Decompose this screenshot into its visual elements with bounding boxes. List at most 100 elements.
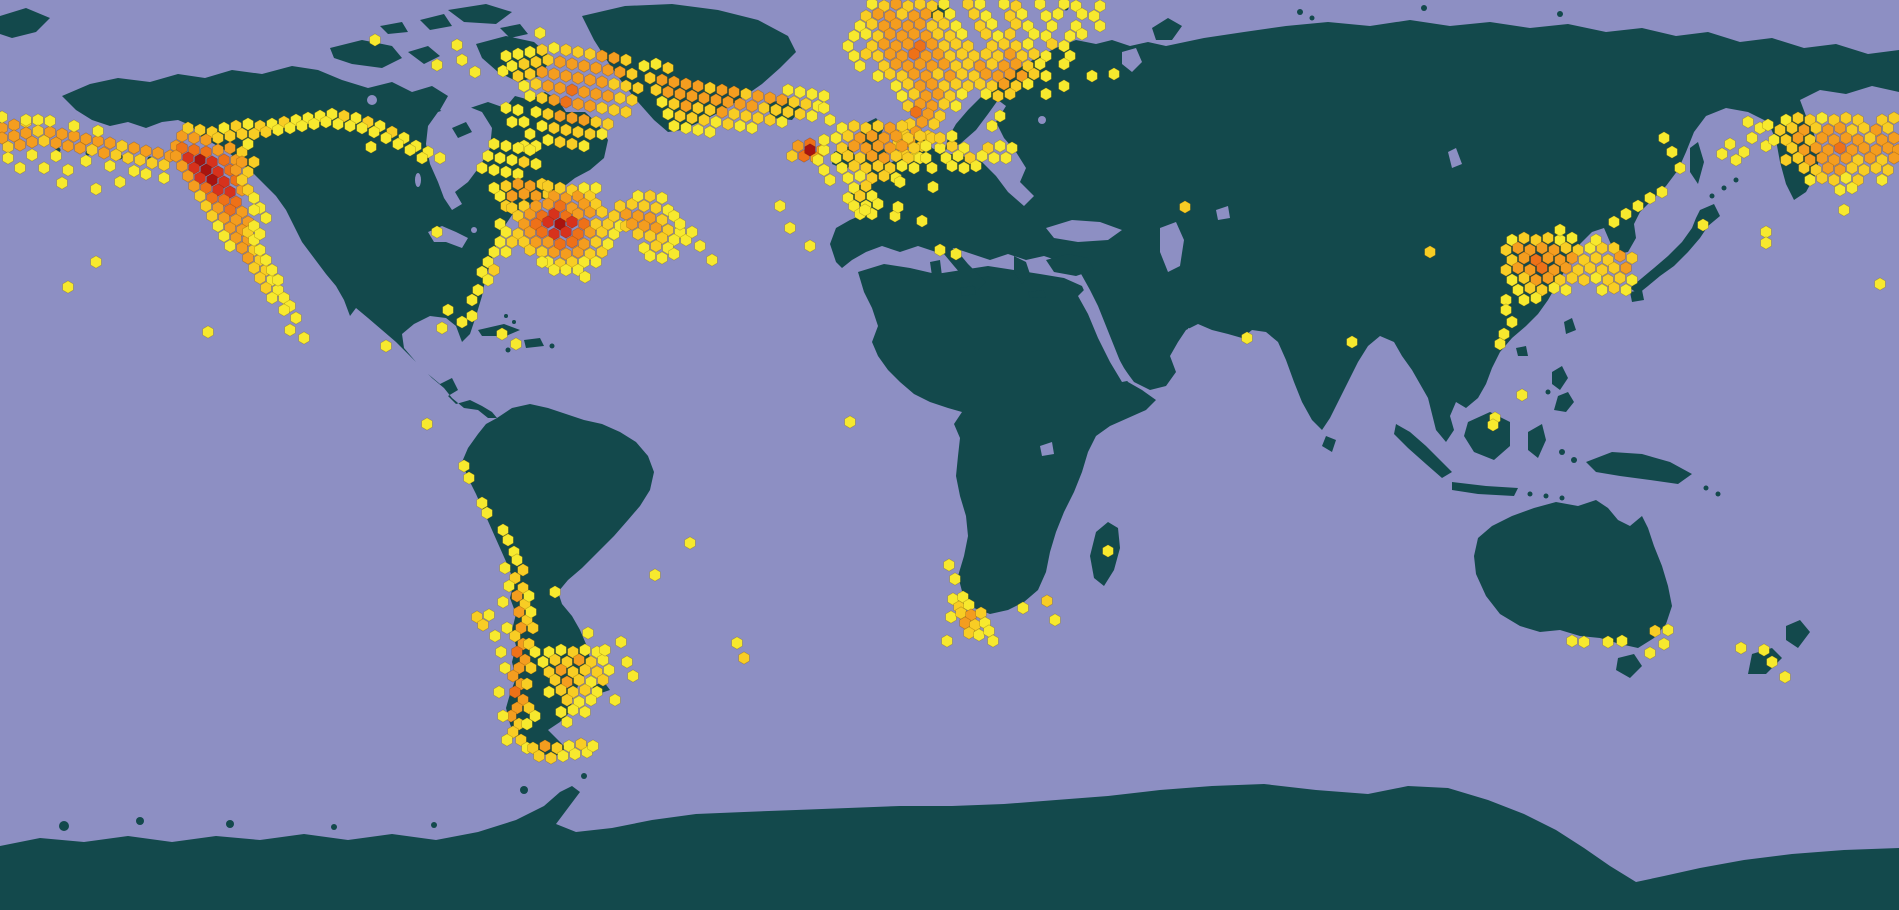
hexbin-cell <box>506 115 518 129</box>
hexbin-cell <box>1554 233 1566 247</box>
hexbin-cell <box>946 129 958 143</box>
hexbin-cell <box>584 73 596 87</box>
hexbin-cell <box>548 67 560 81</box>
hexbin-cell <box>369 33 381 47</box>
hexbin-cell <box>554 199 566 213</box>
hexbin-cell <box>627 669 639 683</box>
hexbin-cell <box>557 749 569 763</box>
hexbin-cell <box>518 57 530 71</box>
hexbin-cell <box>1566 231 1578 245</box>
hexbin-cell <box>902 131 914 145</box>
hexbin-cell <box>500 245 512 259</box>
hexbin-cell <box>494 151 506 165</box>
hexbin-cell <box>194 189 206 203</box>
hexbin-cell <box>476 496 488 510</box>
hexbin-cell <box>668 97 680 111</box>
hexbin-cell <box>878 37 890 51</box>
persian-gulf <box>1188 328 1214 346</box>
landmass-eurasia <box>830 20 1899 442</box>
hexbin-cell <box>1864 131 1876 145</box>
hexbin-cell <box>668 233 680 247</box>
landmass-antarctica <box>0 784 1899 910</box>
hexbin-cell <box>1494 337 1506 351</box>
hexbin-cell <box>497 523 509 537</box>
hexbin-cell <box>1602 273 1614 287</box>
hexbin-cell <box>134 153 146 167</box>
hexbin-cell <box>499 561 511 575</box>
hexbin-cell <box>350 111 362 125</box>
hexbin-cell <box>530 217 542 231</box>
hexbin-cell <box>530 55 542 69</box>
hexbin-cell <box>932 87 944 101</box>
hexbin-cell <box>98 146 110 160</box>
hexbin-cell <box>1542 271 1554 285</box>
hexbin-cell <box>614 65 626 79</box>
hexbin-cell <box>949 572 961 586</box>
hexbin-cell <box>902 37 914 51</box>
hexbin-cell <box>530 199 542 213</box>
island-nz-south <box>1748 648 1782 674</box>
hexbin-cell <box>543 685 555 699</box>
hexbin-cell <box>674 109 686 123</box>
hexbin-cell <box>956 67 968 81</box>
hexbin-cell <box>958 141 970 155</box>
hexbin-cell <box>1724 137 1736 151</box>
hexbin-cell <box>896 29 908 43</box>
hexbin-cell <box>524 89 536 103</box>
hexbin-cell <box>218 193 230 207</box>
hexbin-cell <box>1560 283 1572 297</box>
hexbin-cell <box>1518 271 1530 285</box>
hexbin-cell <box>806 87 818 101</box>
hexbin-cell <box>114 175 126 189</box>
hexbin-cell <box>458 459 470 473</box>
hexbin-cell <box>656 95 668 109</box>
hexbin-cell <box>1766 655 1778 669</box>
hexbin-cell <box>542 197 554 211</box>
hexbin-cell <box>569 747 581 761</box>
hexbin-cell <box>614 91 626 105</box>
hexbin-cell <box>1834 183 1846 197</box>
hexbin-cell <box>510 337 522 351</box>
hexbin-cell <box>1010 17 1022 31</box>
hexbin-cell <box>523 637 535 651</box>
hexbin-cell <box>784 221 796 235</box>
island-kuril <box>1733 177 1739 183</box>
hexbin-cell <box>533 749 545 763</box>
hexbin-cell <box>859 203 871 217</box>
hexbin-cell <box>926 19 938 33</box>
hexbin-cell <box>536 43 548 57</box>
hexbin-cell <box>1882 163 1894 177</box>
hexbin-cell <box>515 621 527 635</box>
hexbin-cell <box>1810 141 1822 155</box>
hexbin-cell <box>914 129 926 143</box>
hexbin-cell <box>32 124 44 138</box>
hexbin-cell <box>584 99 596 113</box>
hexbin-cell <box>1004 47 1016 61</box>
hexbin-cell <box>824 113 836 127</box>
hexbin-cell <box>1088 9 1100 23</box>
hexbin-cell <box>632 81 644 95</box>
hexbin-cell <box>554 135 566 149</box>
hexbin-cell <box>920 89 932 103</box>
hexbin-cell <box>920 49 932 63</box>
hexbin-cell <box>1040 49 1052 63</box>
hexbin-cell <box>551 741 563 755</box>
island-new-guinea <box>1586 452 1692 484</box>
hexbin-cell <box>248 155 260 169</box>
hexbin-cell <box>230 213 242 227</box>
lake <box>367 95 377 105</box>
hexbin-cell <box>872 119 884 133</box>
hexbin-cell <box>1864 151 1876 165</box>
hexbin-cell <box>944 69 956 83</box>
hexbin-cell <box>944 29 956 43</box>
hexbin-cell <box>902 19 914 33</box>
hexbin-cell <box>1768 133 1780 147</box>
hexbin-cell <box>958 161 970 175</box>
hexbin-cell <box>1846 123 1858 137</box>
hexbin-cell <box>548 227 560 241</box>
hexbin-cell <box>1530 273 1542 287</box>
hexbin-cell <box>502 533 514 547</box>
hexbin-cell <box>890 57 902 71</box>
hexbin-cell <box>644 189 656 203</box>
hexbin-cell <box>188 143 200 157</box>
